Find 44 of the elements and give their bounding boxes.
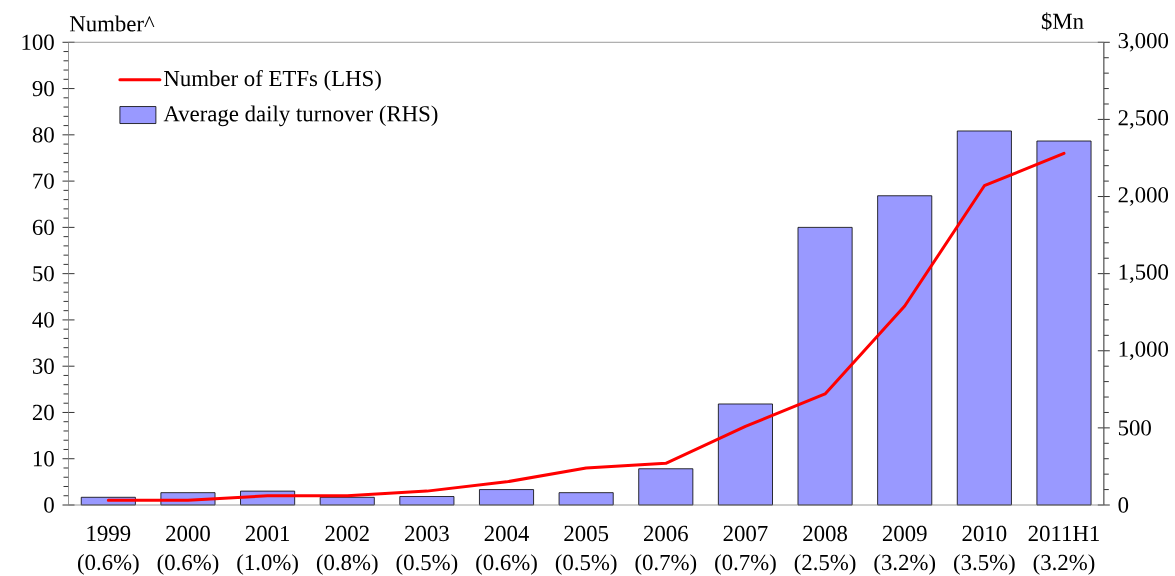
x-tick-label: 2002 (0.8%) bbox=[316, 525, 378, 575]
y-tick-label: 10 bbox=[33, 451, 54, 467]
bar bbox=[479, 489, 534, 506]
x-tick-label: 2003 (0.5%) bbox=[396, 525, 458, 575]
y2-tick-label: 1,000 bbox=[1119, 341, 1169, 361]
y2-tick-label: 2,000 bbox=[1118, 187, 1169, 206]
y-tick-label: 50 bbox=[33, 265, 54, 282]
y-tick-label: 100 bbox=[22, 34, 54, 50]
x-tick-label: 2004 (0.6%) bbox=[476, 525, 537, 575]
bar bbox=[638, 468, 694, 506]
x-tick-label: 2008 (2.5%) bbox=[794, 525, 856, 575]
bar bbox=[1036, 140, 1092, 506]
y-tick-label: 40 bbox=[32, 312, 54, 328]
x-tick-label: 2005 (0.5%) bbox=[555, 525, 617, 575]
y-tick-label: 60 bbox=[32, 219, 54, 236]
y-tick-label: 30 bbox=[32, 358, 54, 374]
y-tick-label: 80 bbox=[32, 127, 54, 143]
x-tick-label: 2011H1 (3.2%) bbox=[1028, 525, 1099, 575]
legend-label: Average daily turnover (RHS) bbox=[163, 105, 438, 127]
bar bbox=[717, 403, 773, 506]
bar bbox=[797, 226, 853, 506]
y2-axis-title: $Mn bbox=[1041, 12, 1084, 31]
x-tick-label: 2006 (0.7%) bbox=[635, 525, 697, 575]
y2-tick-label: 0 bbox=[1118, 497, 1129, 513]
y-tick-label: 20 bbox=[32, 404, 54, 421]
x-tick-label: 2007 (0.7%) bbox=[715, 525, 776, 575]
legend-label: Number of ETFs (LHS) bbox=[164, 69, 381, 91]
y-tick-label: 70 bbox=[33, 173, 54, 189]
x-tick-label: 2000 (0.6%) bbox=[157, 525, 219, 575]
line-series bbox=[106, 151, 1066, 502]
x-tick-label: 1999 (0.6%) bbox=[77, 525, 139, 575]
x-tick-label: 2010 (3.5%) bbox=[954, 525, 1015, 575]
x-tick-label: 2001 (1.0%) bbox=[237, 525, 298, 575]
y2-tick-label: 3,000 bbox=[1118, 32, 1169, 52]
y-tick-label: 90 bbox=[32, 80, 54, 97]
bar bbox=[877, 195, 933, 506]
y2-tick-label: 500 bbox=[1118, 420, 1151, 436]
x-tick-label: 2009 (3.2%) bbox=[874, 525, 936, 575]
bar bbox=[956, 130, 1012, 506]
y2-tick-label: 1,500 bbox=[1119, 264, 1169, 283]
y2-tick-label: 2,500 bbox=[1118, 110, 1169, 129]
y-axis-title: Number^ bbox=[69, 15, 155, 32]
bar bbox=[558, 492, 614, 506]
y-tick-label: 0 bbox=[44, 497, 54, 513]
